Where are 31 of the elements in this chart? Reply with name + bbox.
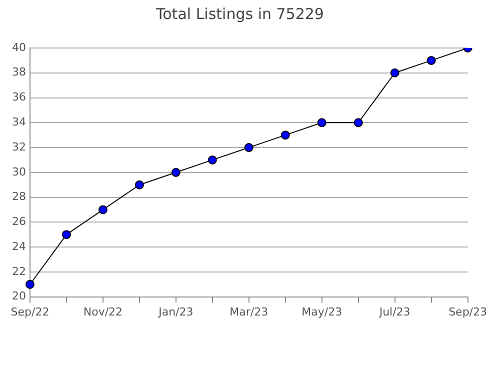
point [62, 230, 71, 240]
y-tick-label: 34 [12, 116, 26, 128]
point [280, 130, 290, 140]
point [354, 118, 363, 128]
y-tick-label: 30 [12, 165, 26, 178]
y-tick-label: 38 [12, 66, 26, 79]
point [98, 205, 108, 214]
point [134, 180, 144, 190]
y-tick-label: 20 [12, 290, 26, 303]
y-tick-label: 36 [12, 90, 26, 104]
point [390, 68, 400, 78]
x-tick-label: Sep/23 [448, 305, 487, 318]
point [25, 280, 34, 289]
point [171, 168, 180, 177]
x-tick-label: Jul/23 [378, 305, 410, 318]
x-tick-label: Nov/22 [83, 305, 123, 318]
y-tick-label: 28 [12, 190, 26, 204]
chart-title: Total Listings in 75229 [155, 4, 324, 23]
point [244, 143, 254, 152]
x-tick-label: Mar/23 [230, 305, 268, 318]
y-tick-label: 26 [12, 215, 26, 228]
x-tick-label: Sep/22 [10, 305, 50, 318]
x-tick-label: Jan/23 [158, 305, 194, 318]
point [317, 118, 326, 128]
y-tick-label: 40 [12, 40, 26, 54]
x-tick-label: May/23 [302, 305, 342, 318]
y-tick-label: 22 [12, 264, 26, 278]
y-tick-label: 32 [12, 140, 26, 154]
point [426, 56, 436, 65]
y-tick-label: 24 [12, 240, 26, 253]
point [208, 155, 217, 164]
